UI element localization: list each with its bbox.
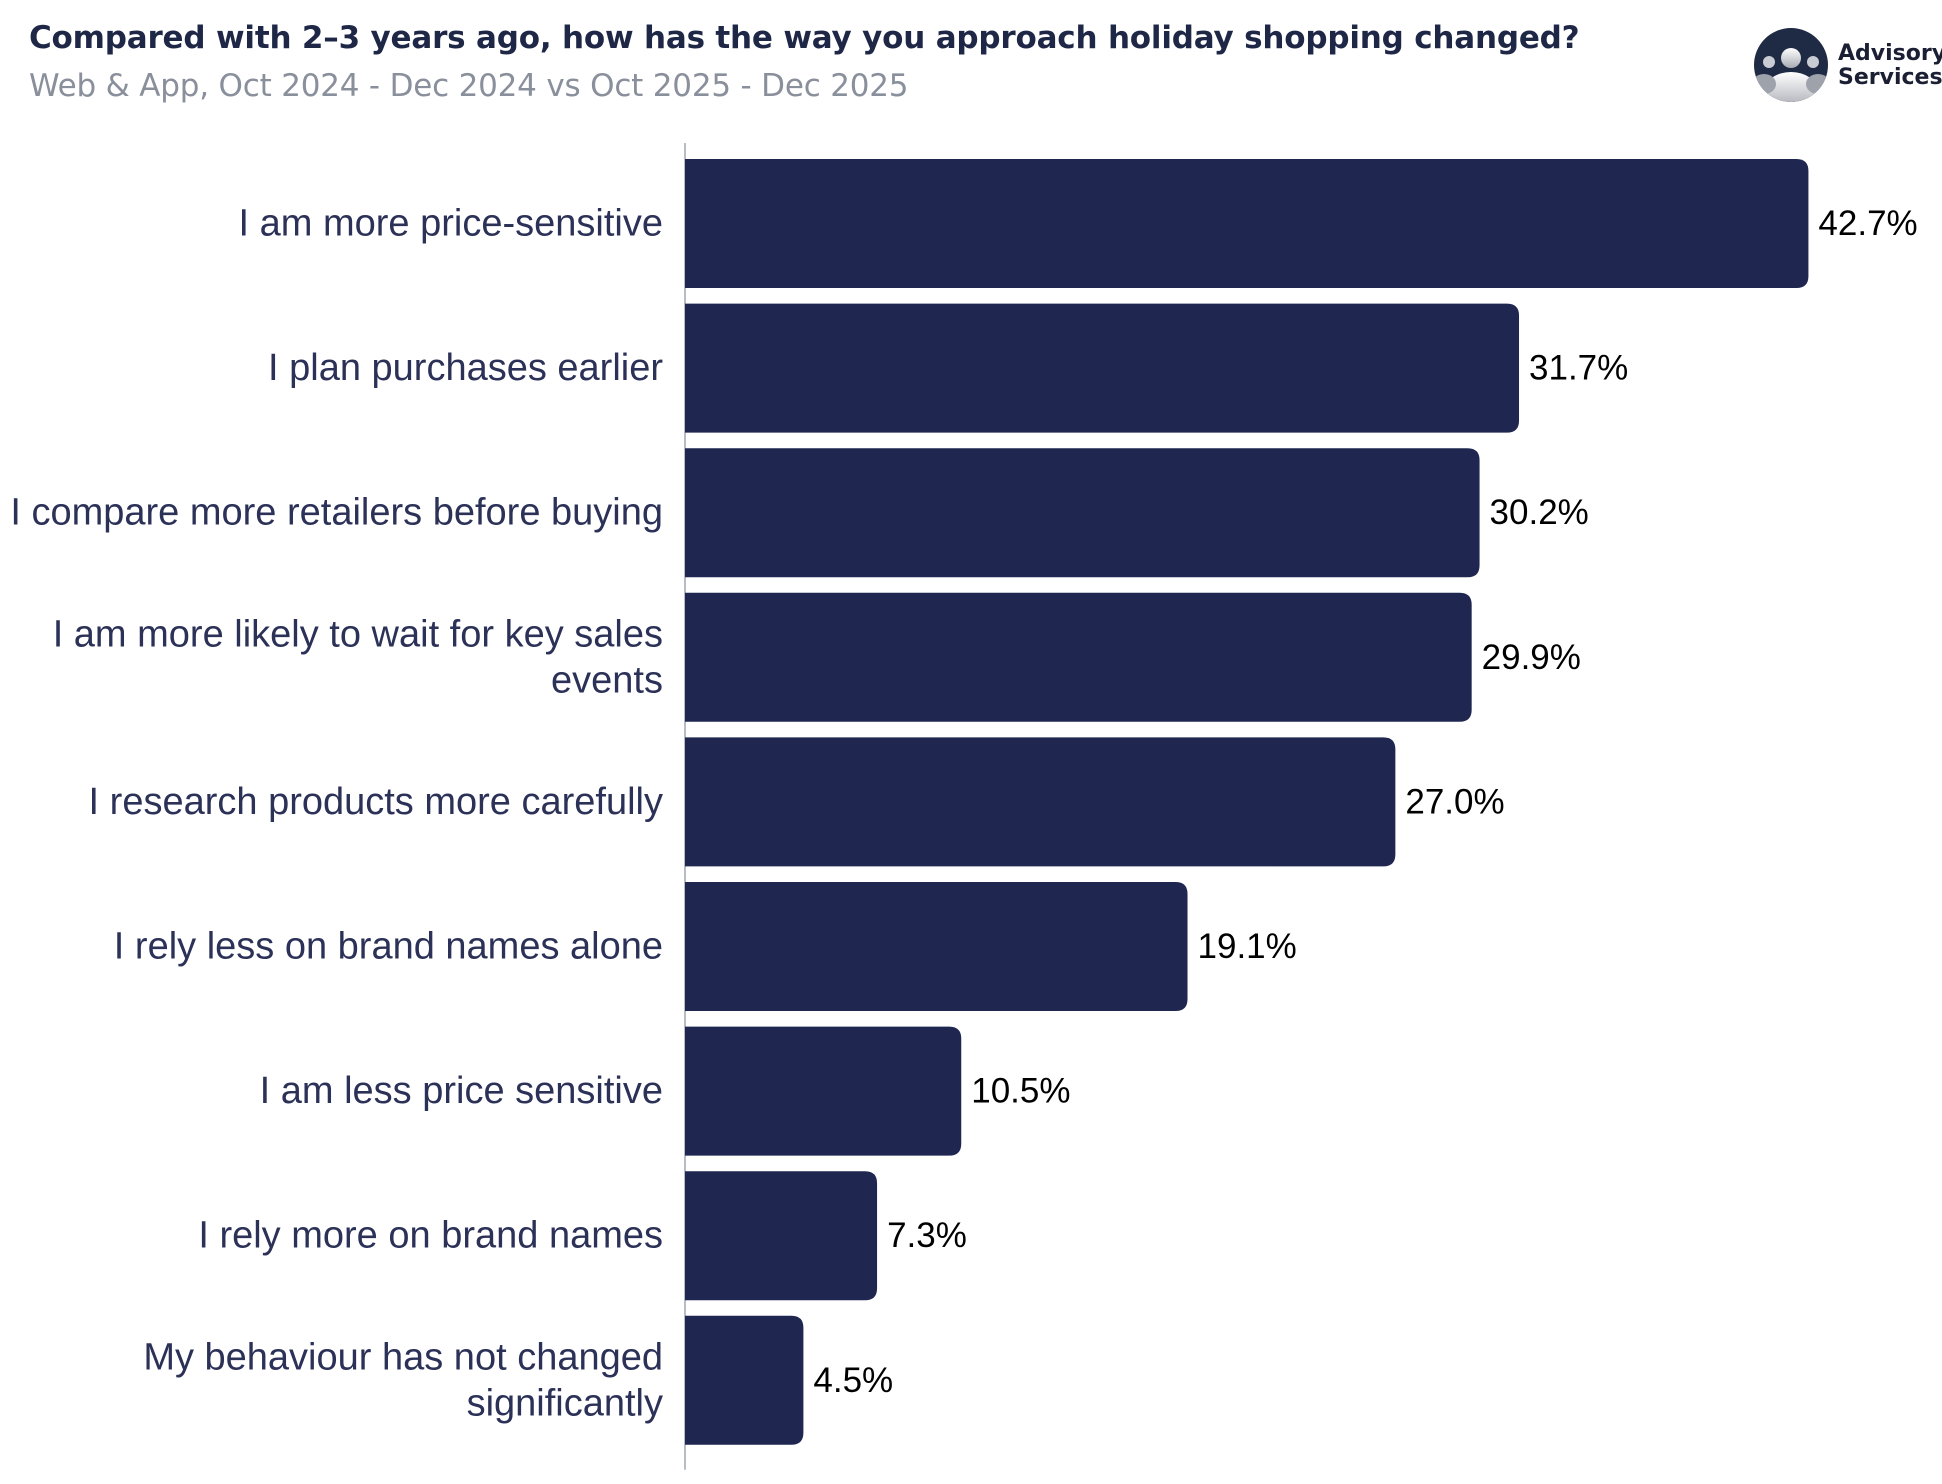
logo-line-1: Advisory [1838,41,1942,66]
value-label-8: 7.3% [887,1216,967,1255]
value-label-7: 10.5% [971,1072,1070,1111]
category-label-5: I research products more carefully [89,781,663,823]
category-label-1: I am more price-sensitive [239,203,663,245]
category-label-6: I rely less on brand names alone [114,926,663,968]
category-label-7: I am less price sensitive [260,1070,663,1112]
bar-5 [685,737,1396,867]
value-label-4: 29.9% [1482,638,1581,677]
logo-line-2: Services [1838,65,1942,90]
value-label-6: 19.1% [1198,927,1297,966]
category-label-8: I rely more on brand names [198,1215,663,1257]
bar-1 [685,159,1809,288]
people-group-icon [1754,28,1828,102]
bar-3 [685,448,1480,578]
value-label-3: 30.2% [1490,493,1589,532]
category-label-2: I plan purchases earlier [268,347,663,389]
bar-8 [685,1171,878,1301]
category-label-3: I compare more retailers before buying [10,492,663,534]
category-label-4: I am more likely to wait for key sales ev… [53,613,663,701]
value-label-1: 42.7% [1818,204,1917,243]
value-label-2: 31.7% [1529,349,1628,388]
chart-title: Compared with 2–3 years ago, how has the… [29,20,1580,56]
category-label-9: My behaviour has not changed significantl… [143,1336,663,1424]
advisory-services-logo: Advisory Services [1754,28,1942,106]
bar-9 [685,1315,804,1445]
value-label-5: 27.0% [1405,782,1504,821]
bar-6 [685,882,1188,1011]
chart-subtitle: Web & App, Oct 2024 - Dec 2024 vs Oct 20… [29,68,909,104]
value-label-9: 4.5% [813,1361,893,1400]
logo-text: Advisory Services [1838,42,1942,90]
bar-7 [685,1026,962,1156]
bar-2 [685,303,1520,433]
bar-4 [685,592,1472,722]
